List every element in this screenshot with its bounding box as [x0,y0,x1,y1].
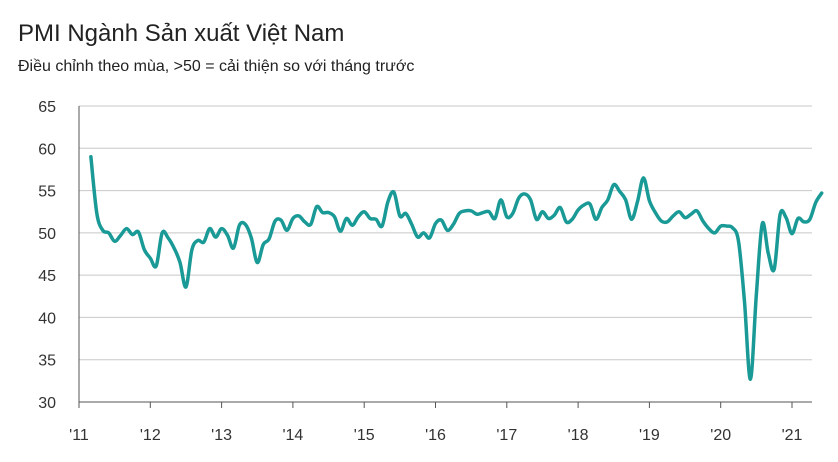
x-tick-label-2: '13 [211,427,232,444]
x-tick-label-4: '15 [354,427,375,444]
y-tick-label-30: 30 [38,395,56,412]
series-line-pmi [89,154,824,381]
chart-title: PMI Ngành Sản xuất Việt Nam [18,20,345,47]
y-tick-label-65: 65 [38,99,56,116]
x-tick-label-0: '11 [69,427,89,444]
x-tick-label-6: '17 [496,427,517,444]
y-tick-label-60: 60 [38,141,56,158]
x-tick-label-3: '14 [282,427,303,444]
x-tick-label-8: '19 [639,427,660,444]
x-tick-label-10: '21 [782,427,803,444]
x-tick-label-7: '18 [568,427,589,444]
y-tick-label-35: 35 [38,353,56,370]
chart-subtitle: Điều chỉnh theo mùa, >50 = cải thiện so … [18,58,415,75]
y-tick-label-55: 55 [38,184,56,201]
x-tick-label-9: '20 [710,427,731,444]
x-tick-label-5: '16 [425,427,446,444]
y-tick-label-40: 40 [38,310,56,327]
y-tick-label-50: 50 [38,226,56,243]
y-tick-label-45: 45 [38,268,56,285]
x-tick-label-1: '12 [140,427,161,444]
